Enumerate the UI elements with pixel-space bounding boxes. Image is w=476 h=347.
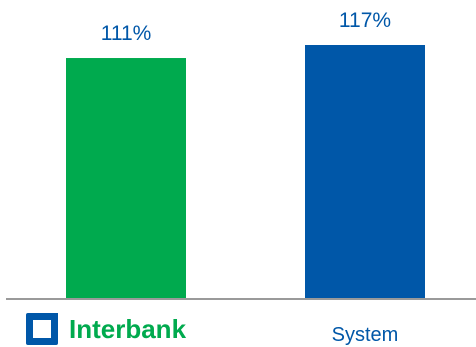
bar-system: [305, 45, 425, 299]
value-label-system: 117%: [339, 9, 391, 32]
value-label-interbank: 111%: [101, 22, 152, 45]
category-label-system: System: [332, 324, 399, 346]
interbank-logo-icon: [26, 313, 58, 345]
category-label-interbank: Interbank: [26, 313, 187, 345]
value-labels-layer: 111% 117%: [101, 9, 391, 45]
bar-interbank: [66, 58, 186, 300]
bars-layer: [66, 45, 425, 300]
interbank-brand-text: Interbank: [69, 314, 187, 344]
